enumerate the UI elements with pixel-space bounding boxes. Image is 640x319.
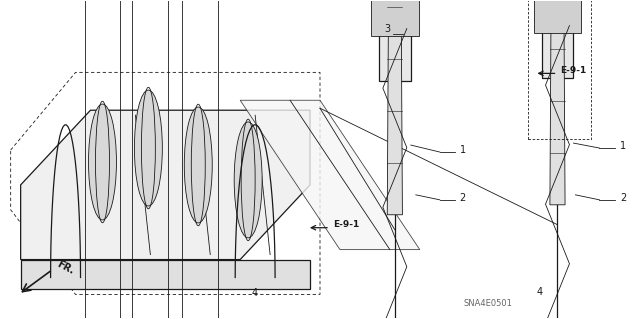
Text: FR.: FR. [56, 259, 76, 276]
Text: 3: 3 [385, 24, 391, 33]
Ellipse shape [184, 107, 212, 223]
Polygon shape [550, 0, 565, 205]
Text: 2: 2 [460, 193, 466, 203]
Text: 2: 2 [620, 193, 627, 203]
Polygon shape [240, 100, 420, 249]
Polygon shape [534, 0, 581, 33]
Text: SNA4E0501: SNA4E0501 [463, 299, 512, 308]
Polygon shape [20, 110, 310, 260]
Text: E-9-1: E-9-1 [333, 220, 359, 229]
Text: 4: 4 [251, 288, 257, 298]
Text: 4: 4 [536, 287, 543, 297]
Ellipse shape [88, 104, 116, 220]
Ellipse shape [234, 122, 262, 238]
Text: 1: 1 [620, 141, 627, 151]
Polygon shape [541, 26, 573, 78]
Polygon shape [387, 0, 403, 215]
Polygon shape [379, 29, 411, 81]
Text: E-9-1: E-9-1 [561, 66, 587, 75]
Text: 1: 1 [460, 145, 466, 155]
Polygon shape [20, 260, 310, 289]
Ellipse shape [134, 90, 163, 206]
Polygon shape [371, 0, 419, 35]
